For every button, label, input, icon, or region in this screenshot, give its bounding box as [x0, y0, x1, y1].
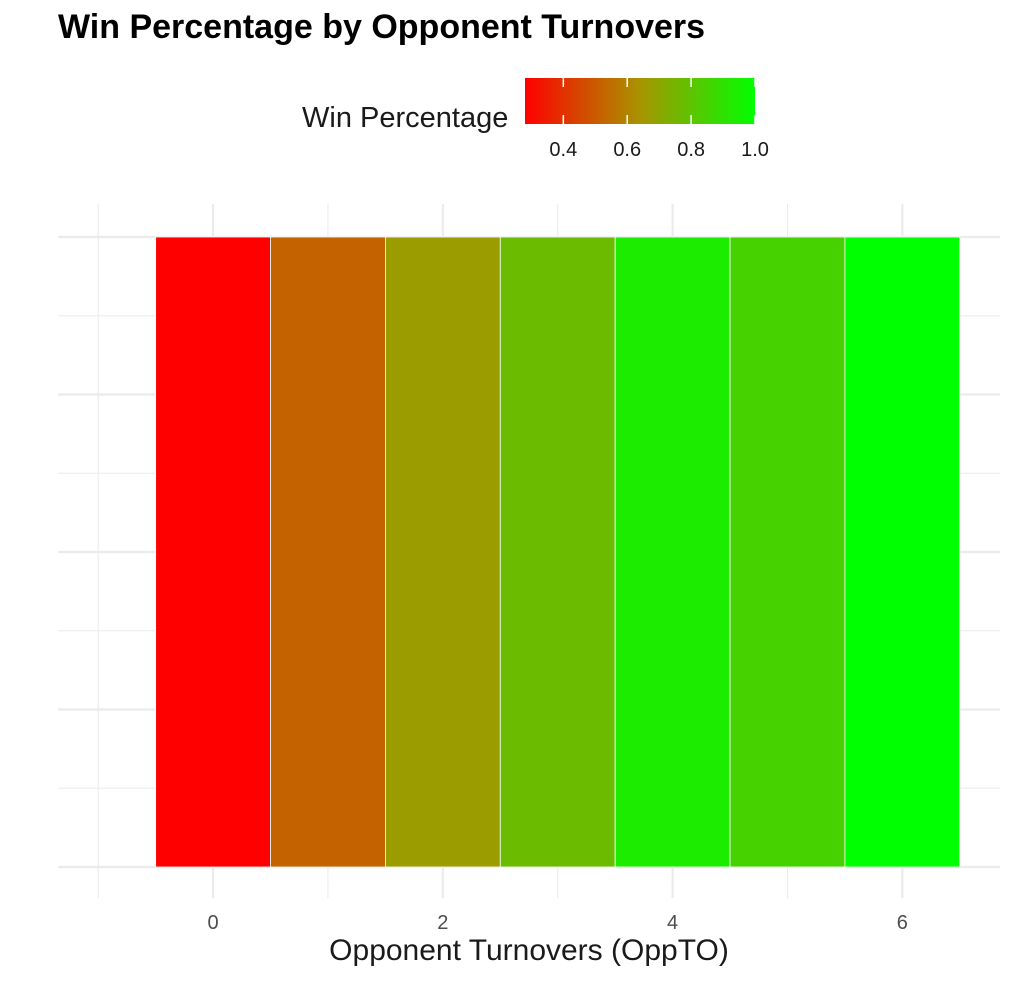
x-tick-label: 0: [208, 912, 219, 934]
heatmap-tile-6: [844, 236, 961, 868]
x-axis-label: Opponent Turnovers (OppTO): [329, 934, 729, 967]
heatmap-tiles: [155, 236, 961, 868]
heatmap-tile-0: [155, 236, 271, 868]
legend-colorbar: [525, 78, 755, 124]
legend-title: Win Percentage: [302, 102, 509, 134]
heatmap-tile-5: [729, 236, 846, 868]
legend-tick-label: 1.0: [741, 139, 769, 161]
x-tick-label: 4: [667, 912, 678, 934]
heatmap-tile-2: [385, 236, 501, 868]
x-tick-label: 2: [437, 912, 448, 934]
heatmap-tile-3: [499, 236, 616, 868]
x-tick-label: 6: [897, 912, 908, 934]
x-axis-ticks: 0 2 4 6: [208, 912, 908, 934]
legend-tick-label: 0.6: [613, 139, 641, 161]
color-legend: 0.4 0.6 0.8 1.0: [525, 78, 769, 161]
chart-title: Win Percentage by Opponent Turnovers: [58, 8, 706, 46]
heatmap-tile-4: [614, 236, 731, 868]
heatmap-tile-1: [270, 236, 386, 868]
legend-tick-label: 0.4: [549, 139, 577, 161]
legend-tick-label: 0.8: [677, 139, 705, 161]
